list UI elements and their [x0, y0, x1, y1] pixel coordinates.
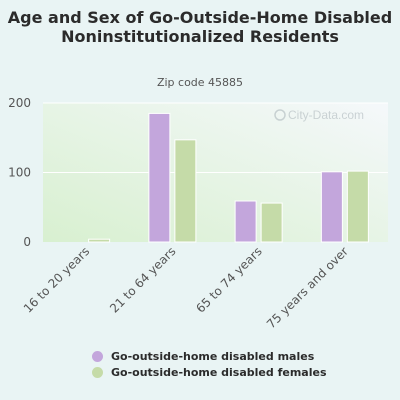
bar-females [88, 238, 111, 243]
watermark-text: City-Data.com [288, 108, 364, 122]
x-tick-label: 21 to 64 years [107, 244, 178, 315]
y-tick-label: 200 [8, 96, 31, 110]
bar-males [148, 112, 171, 243]
y-tick-label: 100 [8, 166, 31, 180]
y-tick-label: 0 [23, 235, 31, 249]
bar-females [174, 139, 197, 243]
bar-males [320, 171, 343, 243]
chart-title: Age and Sex of Go-Outside-Home Disabled … [7, 8, 393, 46]
legend-label-females: Go-outside-home disabled females [111, 366, 327, 379]
legend: Go-outside-home disabled males Go-outsid… [92, 349, 327, 381]
bar-females [260, 202, 283, 243]
chart-subtitle: Zip code 45885 [156, 76, 244, 89]
bar-males [234, 200, 257, 243]
legend-swatch-males [92, 351, 103, 362]
legend-label-males: Go-outside-home disabled males [111, 350, 315, 363]
watermark-icon [274, 109, 286, 121]
x-tick-label: 75 years and over [264, 244, 351, 331]
legend-item-females: Go-outside-home disabled females [92, 365, 327, 380]
x-tick-label: 16 to 20 years [21, 244, 92, 315]
legend-item-males: Go-outside-home disabled males [92, 349, 327, 364]
x-tick-label: 65 to 74 years [193, 244, 264, 315]
watermark: City-Data.com [274, 108, 364, 122]
y-axis: 0 100 200 [8, 96, 31, 249]
bars [88, 112, 369, 243]
legend-swatch-females [92, 367, 103, 378]
bar-females [346, 170, 369, 243]
x-axis: 16 to 20 years 21 to 64 years 65 to 74 yea… [21, 244, 351, 331]
